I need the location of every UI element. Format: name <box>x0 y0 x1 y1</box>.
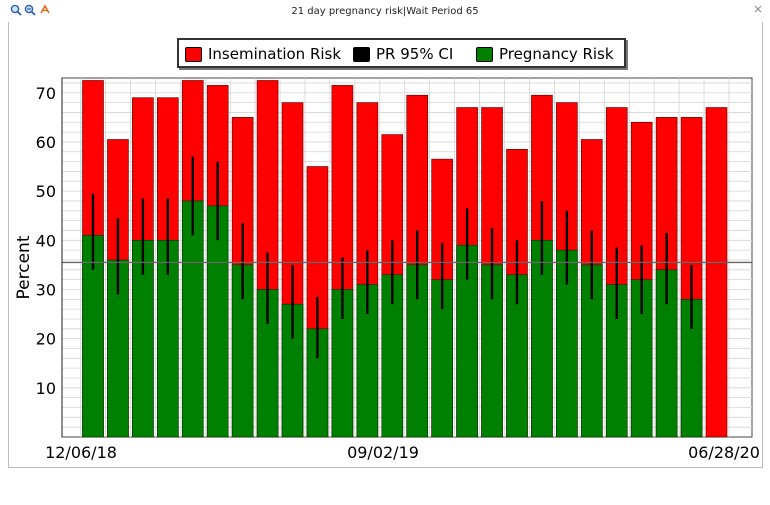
x-tick-label: 06/28/20 <box>688 443 760 462</box>
x-tick-label: 09/02/19 <box>347 443 419 462</box>
toolbar: 21 day pregnancy risk|Wait Period 65 <box>0 0 770 22</box>
insemination-swatch <box>185 46 202 62</box>
ci-swatch <box>353 46 370 62</box>
pregnancy-bar <box>181 200 204 438</box>
insemination-bar <box>705 107 728 438</box>
zoom-out-icon[interactable] <box>24 4 36 16</box>
close-icon[interactable] <box>753 4 763 14</box>
legend-item-insemination: Insemination Risk <box>185 45 341 63</box>
reset-icon[interactable] <box>39 4 51 16</box>
zoom-in-icon[interactable] <box>10 4 22 16</box>
legend-item-ci: PR 95% CI <box>353 45 453 63</box>
y-tick-label: 20 <box>36 330 56 349</box>
y-tick-label: 60 <box>36 133 56 152</box>
legend-label-ci: PR 95% CI <box>376 45 454 63</box>
legend-item-pregnancy: Pregnancy Risk <box>476 45 614 63</box>
pregnancy-swatch <box>476 46 493 62</box>
legend: Insemination Risk PR 95% CI Pregnancy Ri… <box>177 38 626 68</box>
y-tick-label: 70 <box>36 84 56 103</box>
y-axis-label: Percent <box>14 235 34 299</box>
legend-label-insemination: Insemination Risk <box>208 45 342 63</box>
y-tick-label: 30 <box>36 280 56 299</box>
y-tick-label: 50 <box>36 182 56 201</box>
chart-frame <box>8 22 763 468</box>
x-tick-label: 12/06/18 <box>45 443 117 462</box>
window-title: 21 day pregnancy risk|Wait Period 65 <box>291 6 479 17</box>
y-tick-label: 40 <box>36 231 56 250</box>
y-tick-label: 10 <box>36 379 56 398</box>
legend-label-pregnancy: Pregnancy Risk <box>499 45 614 63</box>
pregnancy-bar <box>206 205 229 438</box>
